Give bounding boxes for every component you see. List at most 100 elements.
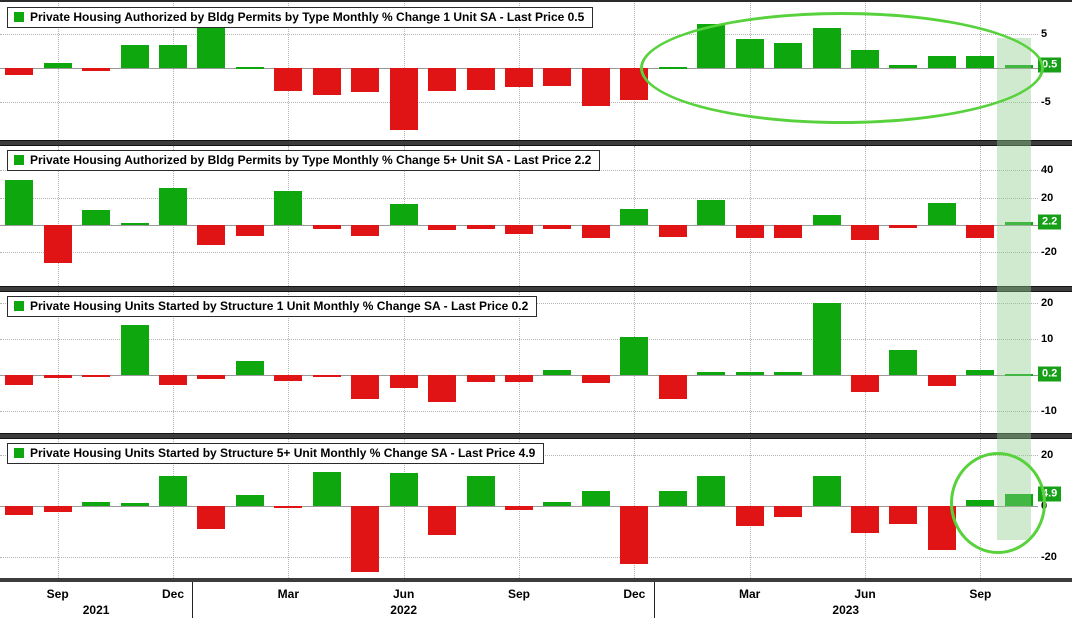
legend-swatch-icon: [14, 12, 24, 22]
bar-positive: [812, 215, 841, 225]
bar-negative: [851, 224, 879, 240]
bar-negative: [851, 505, 879, 533]
bar-negative: [466, 375, 495, 382]
bar-negative: [43, 375, 72, 379]
x-axis-month-label: Mar: [277, 587, 299, 601]
bar-negative: [466, 224, 495, 229]
bar-negative: [159, 375, 187, 386]
last-price-badge: 4.9: [1038, 486, 1062, 502]
bar-positive: [120, 324, 149, 376]
bar-negative: [581, 224, 610, 239]
bar-negative: [620, 505, 649, 565]
gridline-vertical: [749, 146, 751, 286]
bar-negative: [351, 68, 380, 93]
x-axis: Sep Dec Mar Jun Sep Dec Mar Jun Sep 2021 2022 2023: [0, 578, 1072, 618]
y-axis-tick-label: -5: [1041, 96, 1051, 109]
panel-separator: [0, 433, 1072, 439]
bar-positive: [889, 349, 918, 376]
gridline-horizontal: [0, 252, 1038, 254]
gridline-vertical: [403, 439, 405, 578]
bar-positive: [1004, 374, 1033, 377]
bar-negative: [428, 375, 457, 403]
bar-positive: [889, 64, 918, 69]
bar-negative: [351, 505, 380, 572]
bar-positive: [697, 372, 726, 376]
bar-negative: [43, 505, 72, 513]
y-axis-tick-label: 20: [1041, 296, 1054, 309]
bar-positive: [620, 337, 649, 376]
bar-positive: [1004, 221, 1033, 225]
y-axis-starts-1unit: 20 10 -10 0.2: [1038, 292, 1072, 433]
gridline-vertical: [173, 439, 174, 578]
bar-positive: [312, 471, 341, 506]
bar-negative: [274, 375, 303, 381]
x-axis-year-label: 2023: [832, 603, 860, 617]
y-axis-tick-label: 5: [1041, 27, 1048, 40]
bar-negative: [389, 68, 418, 130]
bar-positive: [851, 49, 879, 69]
bar-negative: [543, 68, 572, 86]
x-axis-month-label: Sep: [969, 587, 992, 601]
x-axis-year-label: 2021: [82, 603, 110, 617]
bar-positive: [812, 475, 841, 506]
panel-title-box: Private Housing Authorized by Bldg Permi…: [7, 7, 594, 28]
gridline-vertical: [980, 292, 982, 433]
bar-positive: [927, 55, 956, 69]
last-price-badge: 0.2: [1038, 366, 1062, 382]
last-price-badge: 2.2: [1038, 214, 1062, 230]
bar-positive: [774, 372, 803, 376]
panel-title-box: Private Housing Units Started by Structu…: [7, 443, 545, 464]
gridline-vertical: [865, 292, 866, 433]
bar-positive: [620, 208, 649, 225]
gridline-vertical: [57, 292, 59, 433]
gridline-horizontal: [0, 197, 1038, 199]
bar-negative: [351, 375, 380, 399]
gridline-vertical: [57, 146, 59, 286]
bar-negative: [505, 68, 533, 88]
bar-positive: [697, 475, 726, 506]
bar-negative: [312, 375, 341, 378]
bar-positive: [735, 371, 764, 376]
bar-negative: [274, 68, 303, 92]
bar-negative: [889, 505, 918, 524]
bar-negative: [5, 68, 34, 75]
year-divider: [192, 582, 194, 618]
bar-negative: [43, 224, 72, 263]
bar-positive: [735, 38, 764, 69]
bar-negative: [428, 68, 457, 92]
gridline-vertical: [173, 292, 174, 433]
gridline-horizontal: [0, 102, 1038, 104]
bar-negative: [927, 505, 956, 551]
x-axis-month-label: Dec: [161, 587, 185, 601]
x-axis-month-label: Sep: [46, 587, 69, 601]
bar-positive: [966, 55, 995, 69]
x-axis-month-label: Jun: [854, 587, 876, 601]
gridline-vertical: [865, 146, 866, 286]
bar-positive: [389, 473, 418, 506]
bar-positive: [159, 188, 187, 225]
last-price-badge: 0.5: [1038, 57, 1062, 73]
gridline-vertical: [865, 3, 866, 140]
year-divider: [653, 582, 655, 618]
bar-negative: [774, 505, 803, 518]
panel-title: Private Housing Authorized by Bldg Permi…: [30, 10, 585, 24]
panel-title-box: Private Housing Authorized by Bldg Permi…: [7, 150, 601, 171]
legend-swatch-icon: [14, 448, 24, 458]
bar-negative: [82, 68, 111, 71]
bar-negative: [505, 505, 533, 510]
gridline-horizontal: [0, 33, 1038, 35]
gridline-vertical: [403, 292, 405, 433]
bar-positive: [697, 24, 726, 69]
bar-negative: [312, 224, 341, 229]
bar-negative: [466, 68, 495, 90]
panel-title: Private Housing Authorized by Bldg Permi…: [30, 153, 592, 167]
bar-negative: [389, 375, 418, 388]
bar-negative: [274, 505, 303, 509]
bar-negative: [351, 224, 380, 236]
x-axis-month-label: Dec: [623, 587, 646, 601]
bar-positive: [1004, 493, 1033, 506]
y-axis-tick-label: 40: [1041, 164, 1054, 177]
bar-positive: [658, 490, 687, 506]
bar-positive: [389, 204, 418, 225]
